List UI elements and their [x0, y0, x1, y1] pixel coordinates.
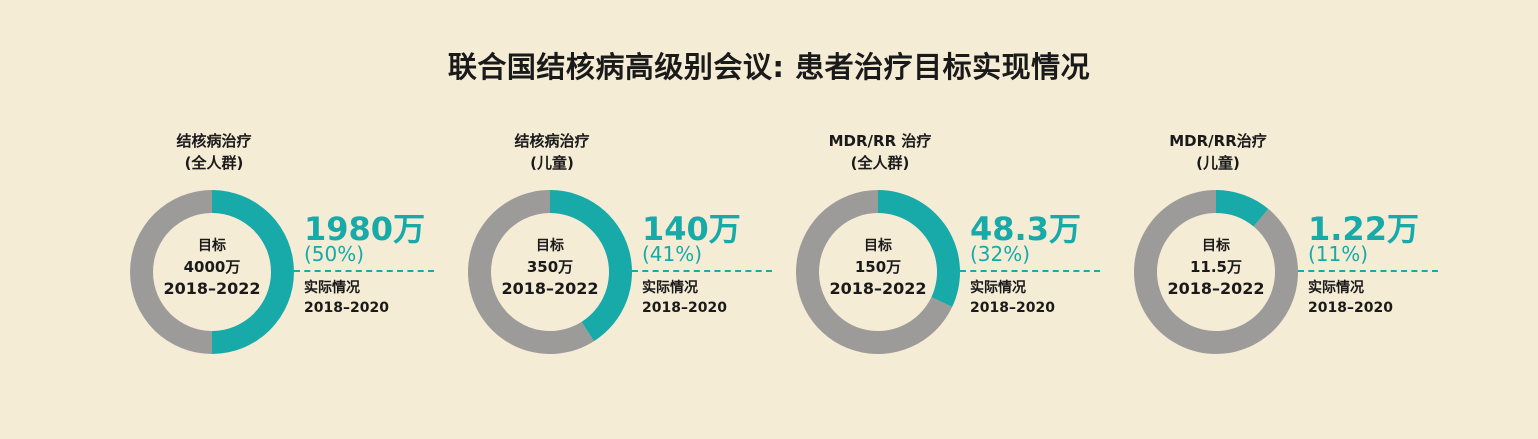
actual-label: 实际情况 — [970, 280, 1026, 296]
target-label: 目标 — [198, 238, 226, 254]
actual-value: 48.3万 — [970, 210, 1081, 248]
actual-label: 实际情况 — [642, 280, 698, 296]
panel-label-line1: MDR/RR治疗 — [1169, 132, 1267, 150]
actual-percent: (32%) — [970, 242, 1031, 266]
dashed-divider — [294, 270, 434, 272]
actual-label: 实际情况 — [304, 280, 360, 296]
target-period: 2018–2022 — [829, 279, 927, 298]
panel-label-line2: (全人群) — [184, 154, 244, 172]
panel-label-line1: 结核病治疗 — [514, 132, 590, 150]
donut-center-text: 目标 350万 2018–2022 — [468, 236, 632, 299]
target-value: 11.5万 — [1189, 258, 1242, 276]
donut-achieved-segment — [212, 190, 294, 354]
donut-achieved-segment — [878, 190, 960, 307]
actual-period: 2018–2020 — [970, 300, 1055, 316]
dashed-divider — [960, 270, 1100, 272]
dashed-divider — [632, 270, 772, 272]
panel-tb-all: 结核病治疗 (全人群) 目标 4000万 2018–2022 1980万 (50… — [104, 0, 444, 439]
donut-center-text: 目标 4000万 2018–2022 — [130, 236, 294, 299]
actual-percent: (50%) — [304, 242, 365, 266]
donut-center-text: 目标 150万 2018–2022 — [796, 236, 960, 299]
panel-tb-children: 结核病治疗 (儿童) 目标 350万 2018–2022 140万 (41%) … — [442, 0, 782, 439]
donut-chart — [796, 190, 960, 354]
dashed-divider — [1298, 270, 1438, 272]
panel-label-line2: (儿童) — [1196, 154, 1240, 172]
panel-label: MDR/RR治疗 (儿童) — [1128, 130, 1308, 174]
panel-label-line2: (全人群) — [850, 154, 910, 172]
donut-remaining-segment — [468, 190, 594, 354]
target-label: 目标 — [1202, 238, 1230, 254]
actual-note: 实际情况 2018–2020 — [1308, 278, 1393, 318]
actual-period: 2018–2020 — [642, 300, 727, 316]
donut-center-text: 目标 11.5万 2018–2022 — [1134, 236, 1298, 299]
donut-chart — [130, 190, 294, 354]
panel-label: MDR/RR 治疗 (全人群) — [790, 130, 970, 174]
target-period: 2018–2022 — [163, 279, 261, 298]
target-value: 350万 — [526, 258, 574, 276]
panel-label: 结核病治疗 (全人群) — [124, 130, 304, 174]
actual-note: 实际情况 2018–2020 — [970, 278, 1055, 318]
donut-remaining-segment — [130, 190, 212, 354]
actual-period: 2018–2020 — [1308, 300, 1393, 316]
actual-percent: (11%) — [1308, 242, 1369, 266]
target-period: 2018–2022 — [501, 279, 599, 298]
target-period: 2018–2022 — [1167, 279, 1265, 298]
actual-label: 实际情况 — [1308, 280, 1364, 296]
actual-note: 实际情况 2018–2020 — [304, 278, 389, 318]
chart-title: 联合国结核病高级别会议: 患者治疗目标实现情况 — [447, 50, 1091, 84]
actual-note: 实际情况 2018–2020 — [642, 278, 727, 318]
actual-value: 1980万 — [304, 210, 426, 248]
panel-mdr-children: MDR/RR治疗 (儿童) 目标 11.5万 2018–2022 1.22万 (… — [1108, 0, 1448, 439]
actual-value: 1.22万 — [1308, 210, 1419, 248]
target-value: 150万 — [854, 258, 902, 276]
donut-remaining-segment — [796, 190, 953, 354]
panel-label: 结核病治疗 (儿童) — [462, 130, 642, 174]
target-label: 目标 — [536, 238, 564, 254]
donut-achieved-segment — [550, 190, 632, 342]
target-label: 目标 — [864, 238, 892, 254]
donut-chart — [1134, 190, 1298, 354]
panel-label-line1: 结核病治疗 — [176, 132, 252, 150]
actual-period: 2018–2020 — [304, 300, 389, 316]
target-value: 4000万 — [183, 258, 241, 276]
panel-label-line2: (儿童) — [530, 154, 574, 172]
panel-label-line1: MDR/RR 治疗 — [828, 132, 932, 150]
donut-achieved-segment — [1216, 190, 1269, 227]
panel-mdr-all: MDR/RR 治疗 (全人群) 目标 150万 2018–2022 48.3万 … — [770, 0, 1110, 439]
donut-chart — [468, 190, 632, 354]
actual-percent: (41%) — [642, 242, 703, 266]
actual-value: 140万 — [642, 210, 741, 248]
